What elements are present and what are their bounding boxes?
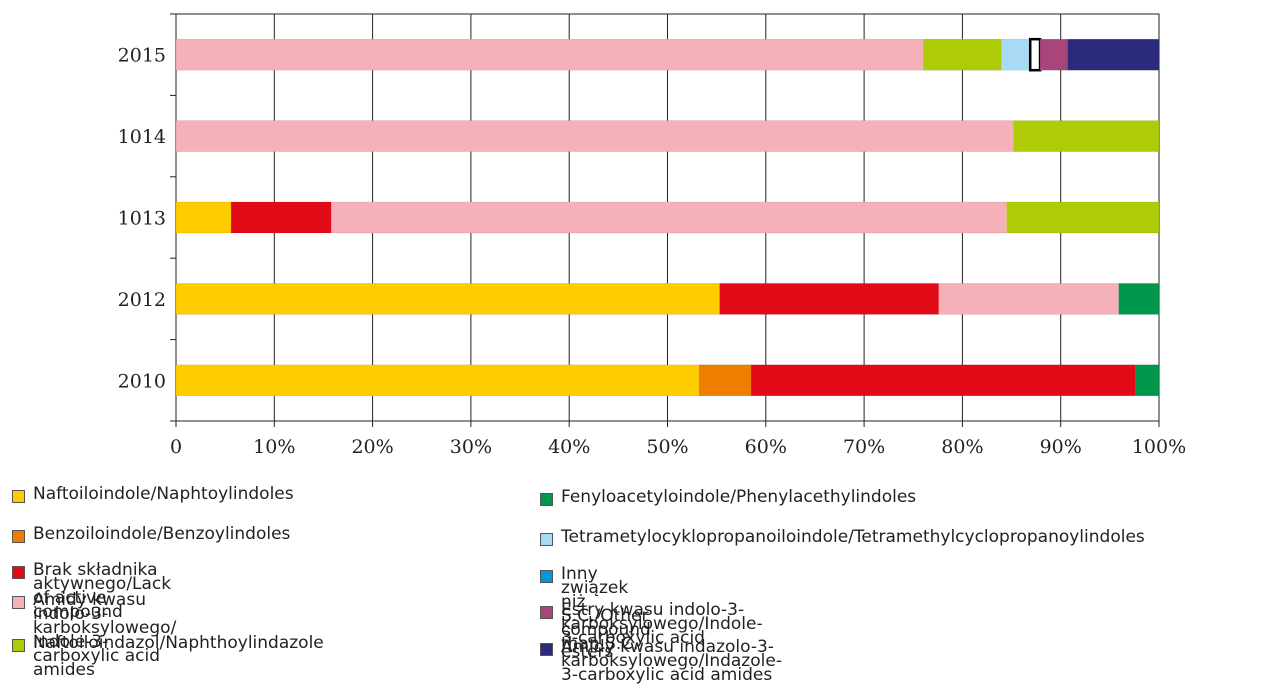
- y-category-label: 2015: [118, 45, 166, 67]
- legend-item-indazole-3-carboxylic-acid-amides: Amidy kwasu indazolo-3-karboksylowego/In…: [540, 637, 782, 685]
- bar-segment: [176, 364, 699, 396]
- legend-item-other-compound: Inny związek niż S.C./Other compound tha…: [540, 564, 651, 654]
- legend-swatch: [12, 596, 25, 609]
- bar-segment: [176, 120, 1014, 152]
- legend-label: Amidy kwasu indazolo-3-karboksylowego/In…: [561, 637, 782, 685]
- legend-label: Tetrametylocyklopropanoiloindole/Tetrame…: [561, 527, 1145, 547]
- legend-item-naphthoylindazole: Naftoiloindazol/Naphthoylindazole: [12, 633, 324, 653]
- bar-segment: [1028, 37, 1042, 72]
- stacked-bar-chart: 0 10% 20% 30% 40% 50% 60% 70% 80% 90% 100% 2015 1014…: [118, 13, 1186, 458]
- bar-outline: [175, 364, 1160, 397]
- y-category-label: 2012: [118, 289, 166, 311]
- x-tick-label: 80%: [941, 436, 983, 458]
- x-tick-label: 0: [170, 436, 182, 458]
- bar-segment: [1135, 364, 1159, 396]
- bar-segment: [1013, 120, 1159, 152]
- legend-swatch: [540, 493, 553, 506]
- bar-outline: [175, 38, 1160, 71]
- legend-label: Estry kwasu indolo-3-karboksylowego/Indo…: [561, 600, 763, 662]
- x-tick-label: 100%: [1132, 436, 1186, 458]
- legend-swatch: [540, 643, 553, 656]
- bar-outline: [175, 201, 1160, 234]
- legend-label: Benzoiloindole/Benzoylindoles: [33, 524, 291, 544]
- bar-segment: [719, 283, 939, 315]
- bar-segment: [751, 364, 1136, 396]
- legend-item-lack-of-active-compound: Brak składnika aktywnego/Lack of active …: [12, 560, 172, 622]
- y-category-label: 1014: [118, 126, 166, 148]
- y-category-label: 1013: [118, 208, 166, 230]
- legend-swatch: [540, 570, 553, 583]
- legend-label: Naftoiloindazol/Naphthoylindazole: [33, 633, 324, 653]
- legend-swatch: [12, 490, 25, 503]
- bar-segment: [1067, 39, 1159, 71]
- bar-segment: [176, 283, 720, 315]
- bar-segment: [331, 202, 1007, 233]
- x-tick-label: 90%: [1040, 436, 1082, 458]
- legend-swatch: [540, 606, 553, 619]
- legend-item-naphtoylindoles: Naftoiloindole/Naphtoylindoles: [12, 484, 294, 504]
- legend-swatch: [12, 566, 25, 579]
- x-tick-label: 20%: [351, 436, 393, 458]
- bar-segment: [938, 283, 1119, 315]
- legend-item-tetramethylcyclopropanoylindoles: Tetrametylocyklopropanoiloindole/Tetrame…: [540, 527, 1145, 547]
- bar-segment: [176, 202, 232, 233]
- bar-segment: [231, 202, 332, 233]
- x-tick-label: 50%: [646, 436, 688, 458]
- bar-segment: [1118, 283, 1159, 315]
- x-tick-label: 30%: [450, 436, 492, 458]
- bar-segment: [1001, 39, 1031, 71]
- bar-outline: [175, 283, 1160, 315]
- legend-label: Fenyloacetyloindole/Phenylacethylindoles: [561, 487, 917, 507]
- legend-item-phenylacethylindoles: Fenyloacetyloindole/Phenylacethylindoles: [540, 487, 917, 507]
- x-tick-label: 70%: [843, 436, 885, 458]
- bar-segment: [176, 39, 924, 71]
- x-tick-label: 40%: [548, 436, 590, 458]
- bar-segment: [923, 39, 1002, 71]
- bar-outline: [175, 120, 1160, 152]
- legend-label: Inny związek niż S.C./Other compound tha…: [561, 564, 651, 654]
- legend-swatch: [12, 639, 25, 652]
- bar-segment: [1040, 39, 1068, 71]
- x-tick-label: 10%: [253, 436, 295, 458]
- legend-swatch: [540, 533, 553, 546]
- legend-item-indole-3-carboxylic-acid-esters: Estry kwasu indolo-3-karboksylowego/Indo…: [540, 600, 763, 662]
- bar-segment: [1006, 202, 1159, 233]
- legend-item-benzoylindoles: Benzoiloindole/Benzoylindoles: [12, 524, 291, 544]
- y-category-label: 2010: [118, 370, 166, 392]
- legend-swatch: [12, 530, 25, 543]
- bar-segment: [698, 364, 752, 396]
- x-tick-label: 60%: [745, 436, 787, 458]
- legend-label: Brak składnika aktywnego/Lack of active …: [33, 560, 172, 622]
- legend-label: Naftoiloindole/Naphtoylindoles: [33, 484, 294, 504]
